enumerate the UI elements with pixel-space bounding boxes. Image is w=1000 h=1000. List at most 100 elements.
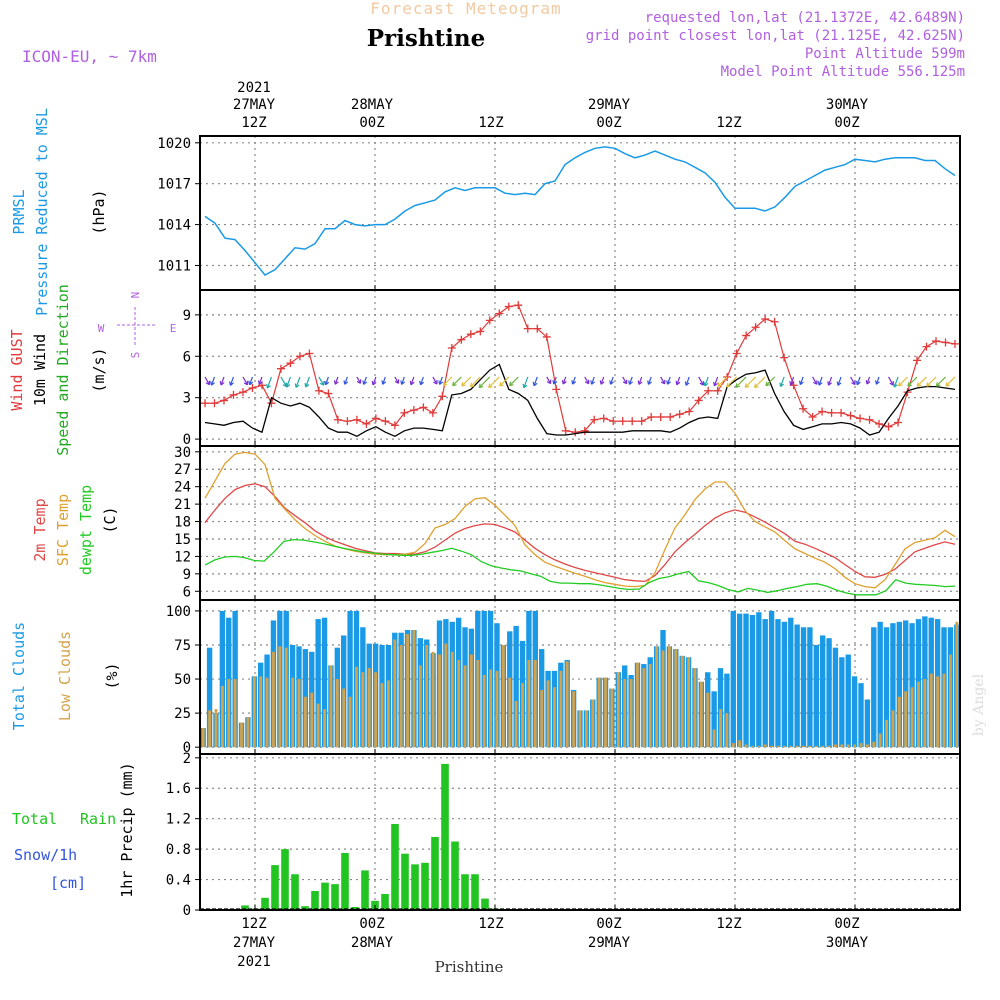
compass-w: W	[98, 322, 105, 335]
low-cloud-bar	[220, 685, 224, 748]
wind-arrowhead	[813, 380, 818, 385]
low-cloud-bar	[418, 665, 422, 748]
total-cloud-bar	[909, 623, 915, 748]
wind-arrow	[799, 376, 804, 385]
low-cloud-bar	[559, 670, 563, 748]
wind-arrow	[660, 376, 666, 385]
gust-marker	[780, 353, 789, 362]
wind-arrow	[286, 376, 292, 388]
low-cloud-bar	[361, 672, 365, 748]
sfc-label: SFC Temp	[54, 494, 72, 566]
bot-label-5-l2: 30MAY	[826, 935, 869, 951]
wind-arrowhead	[744, 383, 750, 388]
gust-marker	[580, 426, 589, 435]
gust-marker	[324, 389, 333, 398]
low-cloud-bar	[642, 668, 646, 748]
gust-marker	[428, 408, 437, 417]
gust-marker	[523, 324, 532, 333]
gust-marker	[704, 386, 713, 395]
rain-bar	[471, 874, 479, 910]
precip-ytick-label: 2	[183, 751, 191, 767]
compass-s: S	[129, 352, 142, 359]
model-label: ICON-EU, ~ 7km	[22, 47, 157, 66]
low-cloud-bar	[821, 745, 825, 748]
wind-arrow	[562, 376, 567, 385]
low-cloud-bar	[891, 710, 895, 748]
gust-marker	[647, 413, 656, 422]
wind-arrow	[382, 376, 386, 385]
low-cloud-bar	[719, 709, 722, 748]
rain-bar	[411, 864, 419, 910]
gust-label: Wind GUST	[8, 329, 26, 410]
precip-ytick-label: 1.6	[166, 781, 191, 797]
low-cloud-bar	[463, 665, 467, 748]
wind-arrow	[609, 376, 614, 385]
temp-ytick-label: 12	[174, 549, 191, 565]
gust-marker	[485, 316, 494, 325]
low-cloud-bar	[342, 688, 346, 748]
wind-arrowhead	[381, 380, 387, 385]
low-cloud-bar	[252, 676, 256, 748]
wind-ytick-label: 9	[183, 308, 191, 324]
low-cloud-bar	[540, 689, 544, 748]
wind-arrowhead	[243, 380, 249, 386]
gust-marker	[561, 426, 570, 435]
wind-arrowhead	[561, 379, 567, 385]
wind-arrowhead	[836, 381, 842, 386]
wind-arrowhead	[827, 381, 833, 386]
gust-marker	[229, 390, 238, 399]
wind-arrow	[622, 376, 628, 385]
wind-arrow	[898, 376, 908, 387]
wind-arrowhead	[713, 381, 718, 387]
bot-label-3-l2: 29MAY	[588, 935, 631, 951]
gust-marker	[390, 421, 399, 430]
wind-arrowhead	[726, 382, 731, 388]
low-cloud-bar	[367, 668, 371, 748]
wind-arrow	[647, 376, 652, 385]
gust-marker	[808, 413, 817, 422]
wind-arrowhead	[571, 380, 577, 385]
precip-ytick-label: 0.4	[166, 873, 191, 889]
header-title-top: Forecast Meteogram	[370, 0, 561, 18]
wind-arrowhead	[324, 380, 330, 386]
low-cloud-bar	[731, 743, 735, 748]
low-cloud-bar	[425, 644, 429, 748]
low-cloud-bar	[533, 659, 537, 748]
low-cloud-bar	[297, 679, 301, 748]
wind-arrow	[220, 376, 225, 386]
low-cloud-bar	[501, 644, 505, 748]
low-cloud-bar	[208, 710, 211, 748]
top-label-5-l3: 00Z	[834, 115, 859, 131]
gust-marker	[656, 413, 665, 422]
wind-arrow	[754, 376, 766, 389]
gust-marker	[609, 417, 618, 426]
total-cloud-bar	[826, 638, 832, 748]
wind-arrow	[432, 376, 438, 385]
total-cloud-bar	[762, 619, 768, 748]
total-cloud-bar	[794, 624, 800, 748]
wind-arrow	[735, 376, 747, 388]
low-cloud-bar	[763, 744, 767, 748]
total-cloud-bar	[219, 610, 226, 748]
wind-arrow	[907, 376, 918, 387]
wind-arrow	[676, 376, 681, 385]
gust-marker	[438, 392, 447, 401]
wind-arrow	[572, 376, 576, 385]
wind-arrow	[713, 376, 719, 387]
low-cloud-bar	[259, 676, 263, 748]
gust-marker	[932, 337, 941, 346]
low-cloud-bar	[795, 745, 799, 748]
gust-marker	[362, 419, 371, 428]
wind-arrowhead	[343, 380, 349, 385]
wind-arrow	[280, 376, 288, 387]
wind-arrowhead	[205, 380, 211, 386]
total-cloud-bar	[768, 610, 775, 748]
wind-arrowhead	[599, 380, 605, 385]
rain-bar	[361, 870, 369, 910]
low-cloud-bar	[936, 676, 940, 748]
wind-arrowhead	[356, 379, 362, 384]
wind-arrow	[410, 376, 415, 385]
wind-arrow	[837, 376, 842, 386]
wind-arrowhead	[478, 383, 484, 389]
precip-labels: Total Rain Snow/1h [cm] 1hr Precip (mm)	[12, 762, 136, 897]
